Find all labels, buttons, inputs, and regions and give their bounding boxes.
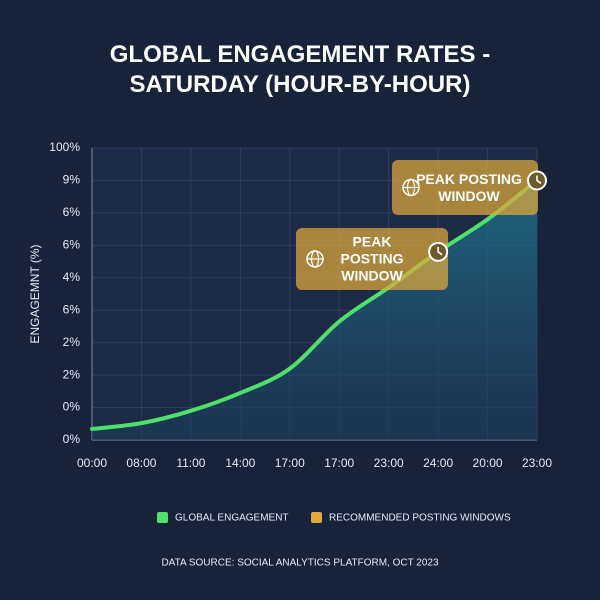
- source: DATA SOURCE: SOCIAL ANALYTICS PLATFORM, …: [161, 558, 439, 569]
- legend-swatch: [157, 512, 168, 523]
- annotation-box: [392, 160, 538, 215]
- x-tick-label: 23:00: [522, 456, 552, 470]
- clock-hands: [437, 246, 443, 256]
- legend-swatch: [311, 512, 322, 523]
- annotation: PEAK POSTING WINDOW: [340, 233, 404, 284]
- y-tick-label: 100%: [49, 140, 80, 154]
- legend-label: RECOMMENDED POSTING WINDOWS: [329, 513, 511, 524]
- annotation: PEAK POSTING WINDOW: [416, 170, 522, 204]
- y-tick-label: 6%: [63, 205, 81, 219]
- y-tick-label: 6%: [63, 302, 81, 316]
- x-tick-label: 00:00: [77, 456, 107, 470]
- y-tick-label: 9%: [63, 173, 81, 187]
- x-tick-label: 24:00: [423, 456, 453, 470]
- annotation-box: [296, 228, 448, 290]
- chart-title: GLOBAL ENGAGEMENT RATES - SATURDAY (HOUR…: [109, 41, 491, 98]
- x-tick-label: 08:00: [126, 456, 156, 470]
- y-tick-label: 4%: [63, 270, 81, 284]
- clock-hands: [536, 175, 542, 185]
- y-axis-label: ENGAGEMNT (%): [28, 244, 42, 343]
- x-tick-label: 11:00: [176, 456, 205, 470]
- x-tick-label: 23:00: [374, 456, 404, 470]
- legend-label: GLOBAL ENGAGEMENT: [175, 513, 289, 524]
- x-tick-label: 20:00: [473, 456, 503, 470]
- x-tick-label: 17:00: [275, 456, 305, 470]
- x-tick-label: 14:00: [225, 456, 255, 470]
- y-tick-label: 2%: [63, 335, 81, 349]
- area: [92, 180, 537, 440]
- x-tick-label: 17:00: [324, 456, 354, 470]
- y-tick-label: 2%: [63, 367, 81, 381]
- y-tick-label: 0%: [63, 400, 81, 414]
- y-tick-label: 6%: [63, 238, 81, 252]
- line: [90, 178, 539, 431]
- y-tick-label: 0%: [63, 432, 81, 446]
